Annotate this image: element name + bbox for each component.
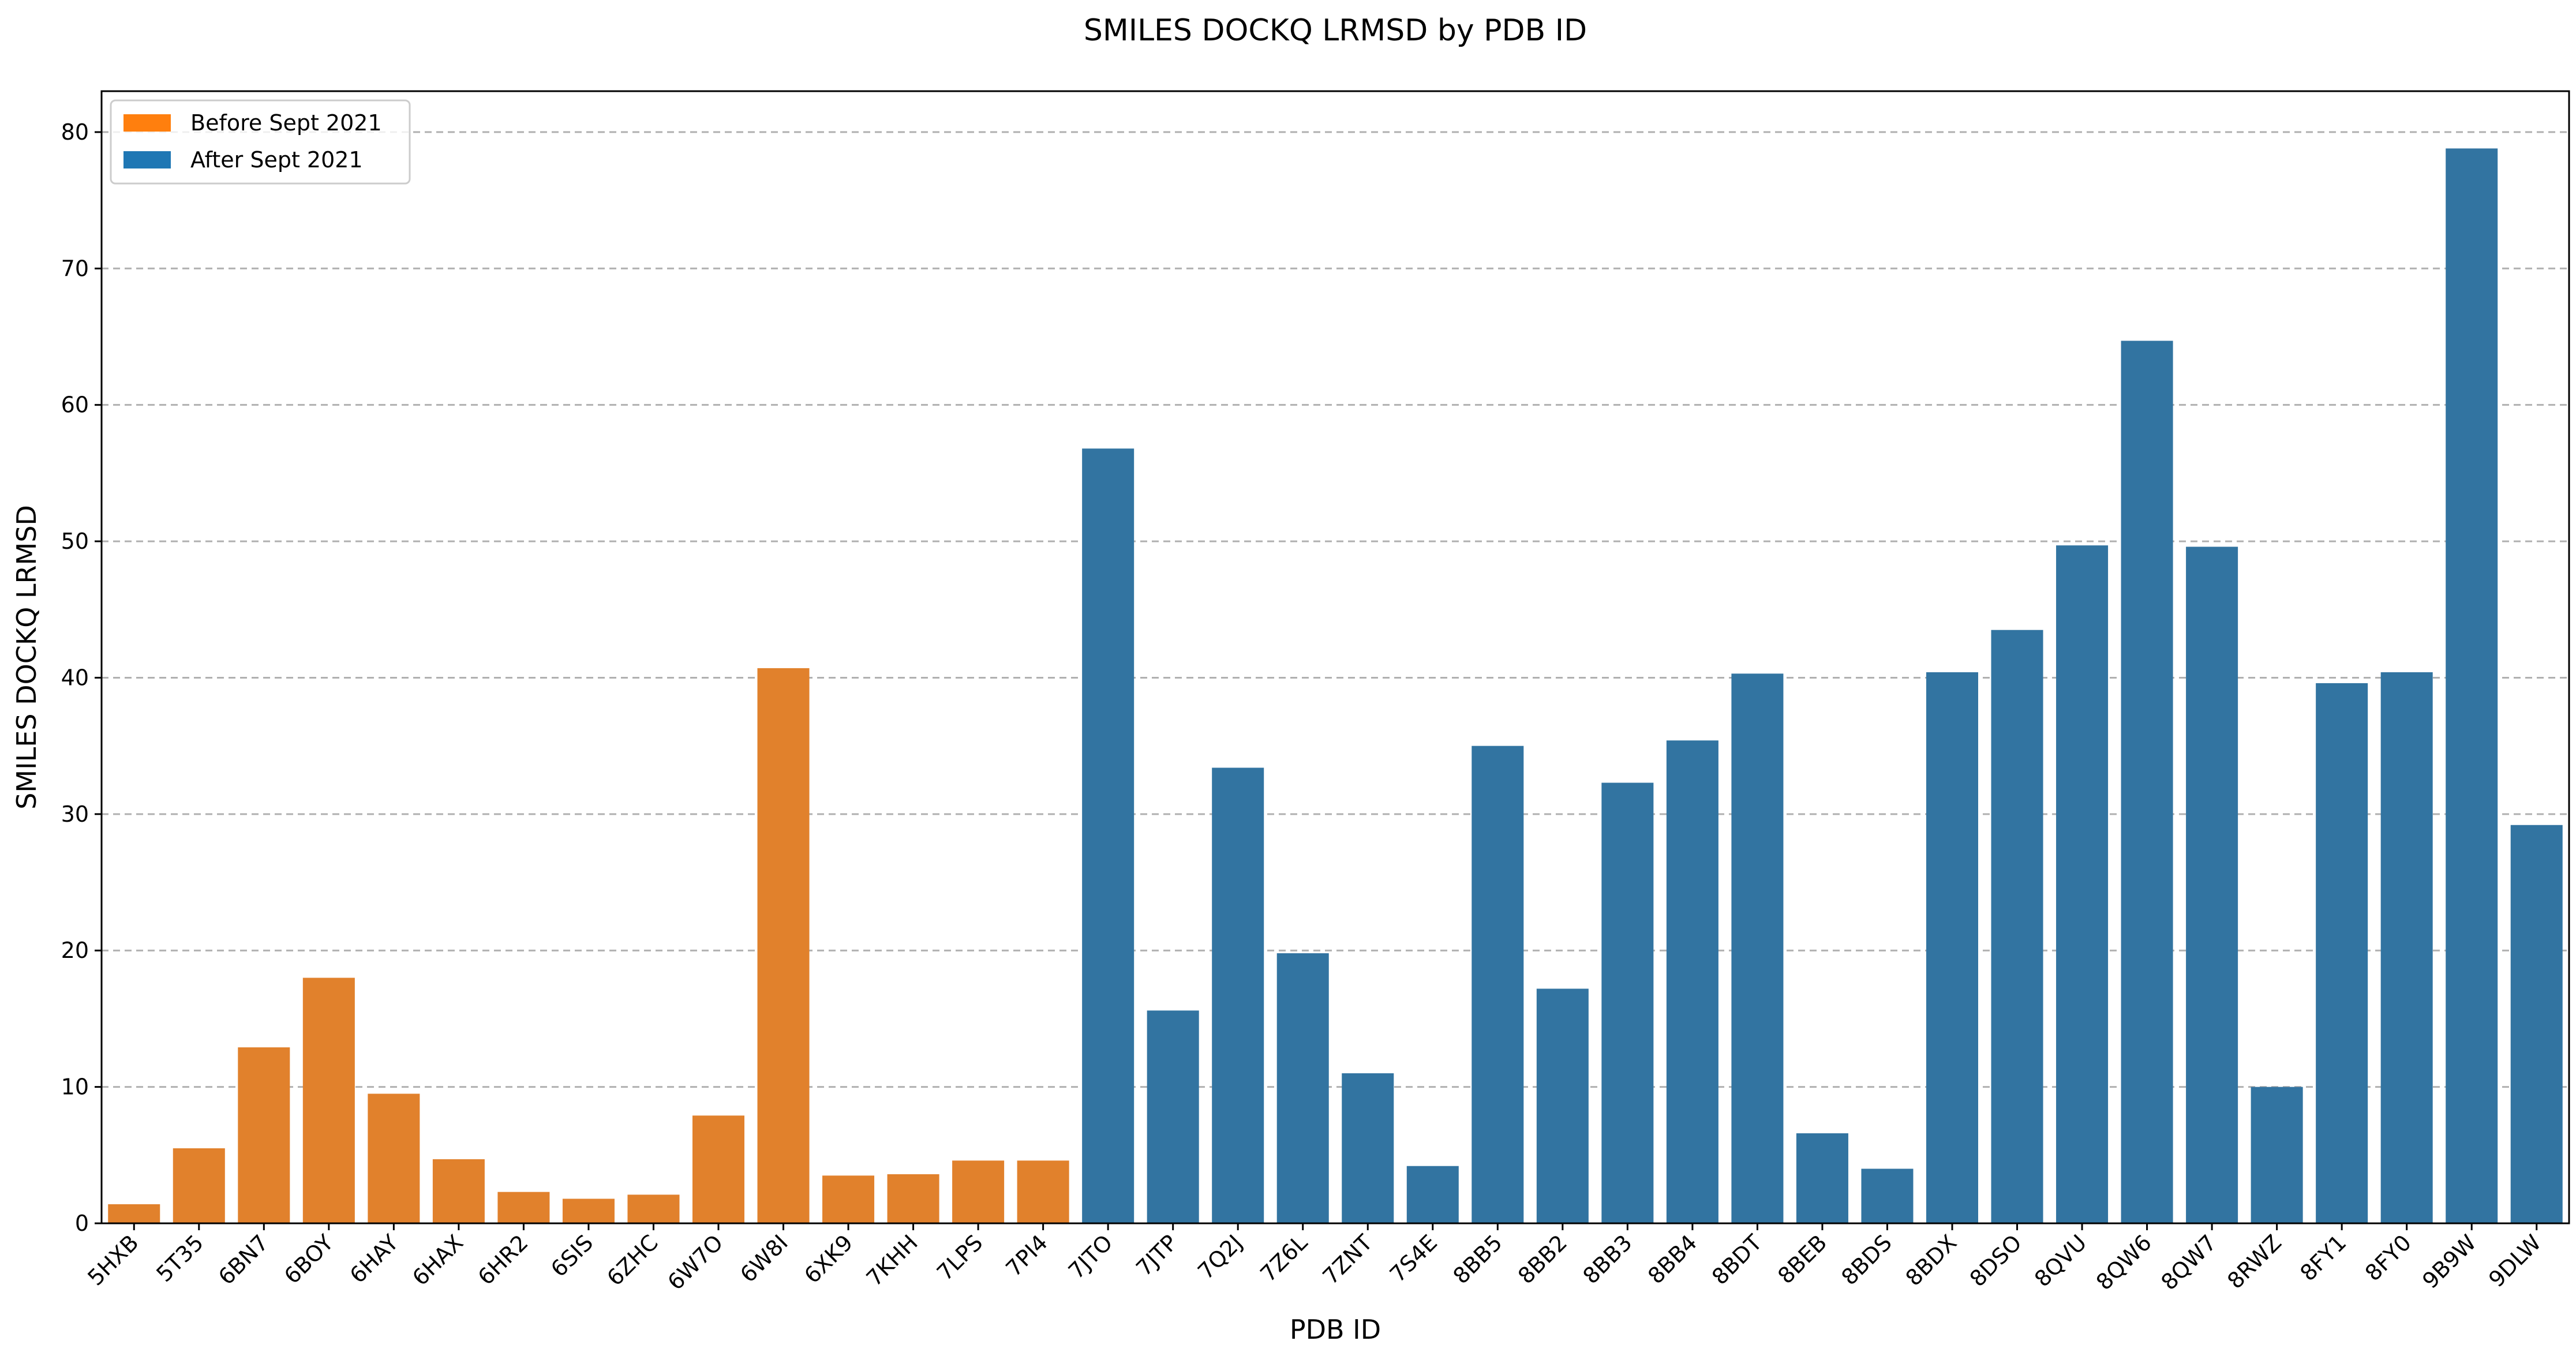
bar-7z6l <box>1276 953 1329 1223</box>
y-axis-label: SMILES DOCKQ LRMSD <box>11 505 42 810</box>
bar-9b9w <box>2446 148 2498 1223</box>
bar-8bdt <box>1731 673 1784 1223</box>
bars <box>108 148 2563 1224</box>
bar-6bn7 <box>238 1047 290 1223</box>
bar-6xk9 <box>822 1175 875 1223</box>
bar-8bb2 <box>1536 988 1589 1223</box>
y-axis: 0 10 20 30 40 50 60 70 80 <box>61 119 102 1236</box>
legend: Before Sept 2021 After Sept 2021 <box>110 99 411 185</box>
y-tick-label: 60 <box>61 392 89 418</box>
bar-7khh <box>887 1174 939 1223</box>
bar-8qw6 <box>2121 340 2173 1223</box>
bar-7lps <box>952 1160 1005 1223</box>
bar-6zhc <box>627 1194 680 1223</box>
bar-8bdx <box>1926 672 1979 1223</box>
bar-6boy <box>302 978 355 1223</box>
bar-7q2j <box>1212 767 1264 1223</box>
y-tick-label: 50 <box>61 529 89 554</box>
bar-8bds <box>1861 1168 1914 1223</box>
legend-label-before: Before Sept 2021 <box>190 110 382 136</box>
legend-swatch-before <box>123 114 171 132</box>
bar-6hax <box>432 1159 485 1223</box>
bar-7znt <box>1342 1073 1394 1223</box>
y-tick-label: 20 <box>61 938 89 963</box>
bar-9dlw <box>2510 825 2563 1223</box>
legend-swatch-after <box>123 151 171 168</box>
y-tick-label: 40 <box>61 665 89 690</box>
y-tick-label: 80 <box>61 119 89 145</box>
bar-6w7o <box>692 1115 745 1223</box>
y-tick-label: 30 <box>61 802 89 827</box>
bar-8bb5 <box>1472 746 1524 1223</box>
bar-8fy0 <box>2380 672 2433 1223</box>
y-tick-label: 0 <box>75 1211 89 1236</box>
bar-8bb3 <box>1601 782 1654 1223</box>
bar-6sis <box>562 1199 615 1223</box>
bar-8qvu <box>2056 545 2109 1224</box>
bar-8dso <box>1991 630 2043 1223</box>
plot-frame <box>100 90 2570 1224</box>
bar-5t35 <box>173 1148 225 1223</box>
bar-6hay <box>368 1093 420 1223</box>
bar-6hr2 <box>497 1192 550 1223</box>
bar-7pi4 <box>1017 1160 1069 1223</box>
bar-5hxb <box>108 1204 160 1223</box>
bar-8beb <box>1796 1133 1848 1223</box>
legend-box <box>110 99 411 185</box>
bar-7s4e <box>1406 1166 1459 1223</box>
bar-7jtp <box>1147 1010 1199 1223</box>
chart-title: SMILES DOCKQ LRMSD by PDB ID <box>1084 13 1587 48</box>
y-tick-label: 10 <box>61 1074 89 1100</box>
bar-8fy1 <box>2316 683 2368 1223</box>
bar-6w8i <box>757 668 810 1223</box>
bar-8bb4 <box>1666 740 1718 1223</box>
x-axis-label: PDB ID <box>1290 1314 1381 1345</box>
bar-8rwz <box>2251 1087 2303 1223</box>
bar-7jto <box>1082 448 1135 1224</box>
y-tick-label: 70 <box>61 256 89 281</box>
legend-label-after: After Sept 2021 <box>190 147 363 173</box>
bar-8qw7 <box>2186 546 2238 1223</box>
